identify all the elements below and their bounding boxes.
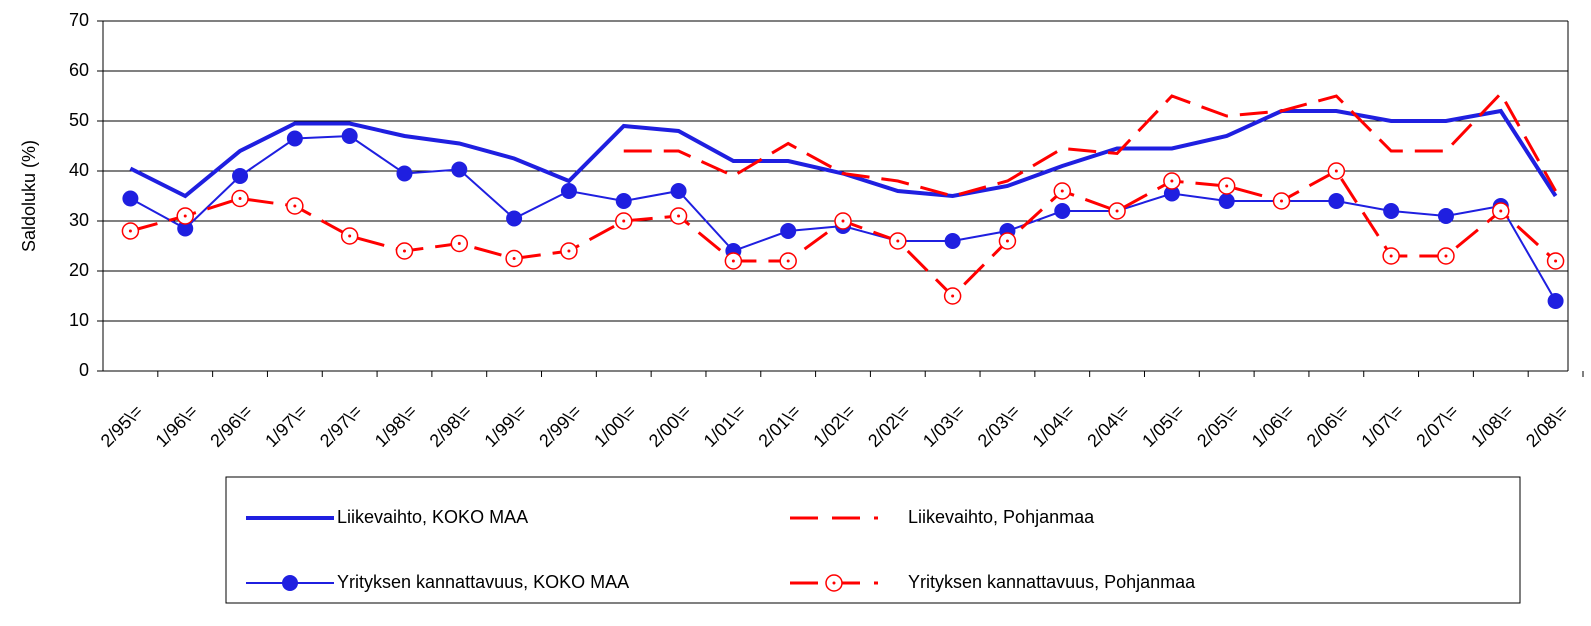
y-tick-label: 0: [79, 360, 89, 380]
marker-dot: [1115, 209, 1119, 213]
marker: [451, 161, 468, 178]
marker-dot: [402, 249, 406, 253]
x-tick-label: 2/07\=: [1412, 401, 1462, 451]
marker-dot: [951, 294, 955, 298]
marker-dot: [1170, 179, 1174, 183]
x-tick-label: 1/96\=: [152, 401, 202, 451]
x-tick-label: 1/04\=: [1029, 401, 1079, 451]
y-tick-label: 20: [69, 260, 89, 280]
marker-dot: [1060, 189, 1064, 193]
x-tick-label: 1/05\=: [1138, 401, 1188, 451]
marker-dot: [1280, 199, 1284, 203]
y-tick-label: 30: [69, 210, 89, 230]
marker-dot: [1225, 184, 1229, 188]
marker-dot: [348, 234, 352, 238]
x-tick-label: 1/01\=: [700, 401, 750, 451]
x-tick-label: 1/97\=: [261, 401, 311, 451]
x-tick-label: 1/06\=: [1248, 401, 1298, 451]
x-tick-label: 2/04\=: [1083, 401, 1133, 451]
y-tick-label: 50: [69, 110, 89, 130]
marker-dot: [183, 214, 187, 218]
series-line: [623, 90, 1557, 198]
marker-dot: [841, 219, 845, 223]
x-tick-label: 1/99\=: [480, 401, 530, 451]
y-tick-label: 70: [69, 10, 89, 30]
y-tick-label: 40: [69, 160, 89, 180]
marker: [1547, 293, 1564, 309]
marker: [615, 193, 632, 209]
marker-dot: [238, 197, 242, 200]
marker-dot: [832, 581, 836, 585]
marker: [396, 165, 413, 182]
marker: [1163, 185, 1180, 202]
marker-dot: [1554, 259, 1558, 263]
x-tick-label: 2/06\=: [1303, 401, 1353, 451]
x-tick-label: 2/95\=: [97, 401, 147, 451]
marker-dot: [1334, 169, 1338, 173]
x-tick-label: 1/98\=: [371, 401, 421, 451]
legend-label: Yrityksen kannattavuus, KOKO MAA: [337, 572, 629, 592]
x-tick-label: 1/07\=: [1357, 401, 1407, 451]
x-tick-label: 1/02\=: [809, 401, 859, 451]
legend-label: Liikevaihto, KOKO MAA: [337, 507, 528, 527]
x-tick-label: 2/01\=: [754, 401, 804, 451]
x-tick-label: 2/02\=: [864, 401, 914, 451]
x-tick-label: 2/99\=: [535, 401, 585, 451]
marker-dot: [731, 259, 735, 263]
marker-dot: [786, 259, 790, 263]
x-tick-label: 2/97\=: [316, 401, 366, 451]
x-tick-label: 2/03\=: [974, 401, 1024, 451]
marker-dot: [457, 242, 461, 245]
series-line: [129, 108, 1558, 199]
marker: [286, 130, 303, 147]
marker-dot: [567, 249, 571, 253]
marker-dot: [677, 214, 681, 218]
marker: [1328, 193, 1345, 209]
marker: [122, 190, 139, 207]
legend-box: [225, 476, 1521, 604]
marker-dot: [1499, 209, 1503, 213]
marker-dot: [896, 239, 900, 243]
y-axis-label: Saldoluku (%): [19, 140, 39, 252]
x-tick-label: 2/05\=: [1193, 401, 1243, 451]
legend-marker: [282, 575, 298, 591]
x-tick-label: 1/08\=: [1467, 401, 1517, 451]
marker: [780, 223, 797, 239]
x-tick-label: 2/00\=: [645, 401, 695, 451]
marker: [232, 168, 249, 184]
x-tick-label: 1/00\=: [590, 401, 640, 451]
marker: [506, 210, 523, 227]
marker-dot: [1444, 254, 1448, 258]
y-tick-label: 60: [69, 60, 89, 80]
x-tick-label: 2/98\=: [426, 401, 476, 451]
marker: [1054, 203, 1071, 219]
marker: [1383, 203, 1400, 219]
marker-dot: [512, 257, 516, 260]
marker-dot: [128, 229, 132, 233]
legend-label: Yrityksen kannattavuus, Pohjanmaa: [908, 572, 1196, 592]
marker: [944, 233, 961, 249]
marker-dot: [1005, 239, 1009, 243]
marker: [1218, 193, 1235, 209]
marker-dot: [622, 219, 626, 223]
legend-label: Liikevaihto, Pohjanmaa: [908, 507, 1095, 527]
x-tick-label: 2/08\=: [1522, 401, 1572, 451]
x-tick-label: 2/96\=: [206, 401, 256, 451]
marker-dot: [293, 204, 297, 208]
y-tick-label: 10: [69, 310, 89, 330]
marker: [177, 220, 194, 237]
marker: [341, 128, 358, 144]
marker: [1437, 208, 1454, 224]
x-tick-label: 1/03\=: [919, 401, 969, 451]
marker: [670, 183, 687, 199]
marker-dot: [1389, 254, 1393, 258]
marker: [560, 183, 577, 199]
